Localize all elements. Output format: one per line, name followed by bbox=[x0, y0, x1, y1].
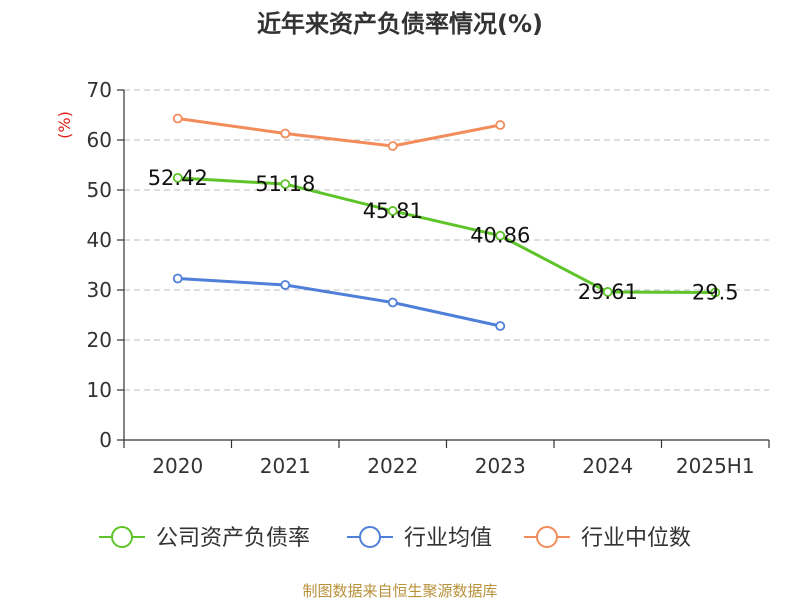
legend-marker-1 bbox=[359, 526, 381, 548]
y-tick-label-20: 20 bbox=[87, 328, 112, 352]
legend-marker-0 bbox=[111, 526, 133, 548]
y-tick-label-0: 0 bbox=[99, 428, 112, 452]
legend-label-2: 行业中位数 bbox=[581, 526, 691, 551]
data-label-2023: 40.86 bbox=[470, 224, 530, 248]
legend: 公司资产负债率 行业均值 行业中位数 bbox=[99, 526, 691, 551]
legend-label-1: 行业均值 bbox=[404, 526, 492, 551]
data-point-0-2022 bbox=[387, 206, 398, 216]
x-tick-label-2023: 2023 bbox=[475, 454, 526, 478]
chart-title: 近年来资产负债率情况(%) bbox=[257, 10, 543, 38]
legend-label-0: 公司资产负债率 bbox=[156, 526, 310, 551]
y-tick-label-60: 60 bbox=[87, 128, 112, 152]
y-tick-label-30: 30 bbox=[87, 278, 112, 302]
data-label-2020: 52.42 bbox=[148, 166, 208, 190]
data-point-0-2024 bbox=[602, 287, 613, 297]
y-tick-label-10: 10 bbox=[87, 378, 112, 402]
series-0 bbox=[172, 172, 721, 298]
series-lines bbox=[172, 113, 721, 331]
data-point-1-2020 bbox=[172, 273, 183, 284]
series-2 bbox=[172, 113, 506, 151]
x-tick-label-2024: 2024 bbox=[582, 454, 633, 478]
y-tick-label-40: 40 bbox=[87, 228, 112, 252]
source-note: 制图数据来自恒生聚源数据库 bbox=[302, 582, 497, 600]
data-labels: 52.42 51.18 45.81 40.86 29.61 29.5 bbox=[148, 166, 739, 305]
gridlines bbox=[124, 89, 769, 391]
x-tick-label-2021: 2021 bbox=[260, 454, 311, 478]
data-point-1-2022 bbox=[387, 297, 398, 308]
data-point-0-2023 bbox=[495, 230, 506, 241]
legend-marker-2 bbox=[536, 526, 558, 548]
data-point-0-2021 bbox=[280, 179, 291, 190]
x-tick-label-2022: 2022 bbox=[367, 454, 418, 478]
data-point-1-2023 bbox=[495, 321, 506, 331]
y-axis-unit-label: (%) bbox=[55, 111, 74, 139]
data-point-2-2022 bbox=[387, 141, 398, 151]
data-label-2024: 29.61 bbox=[578, 280, 638, 304]
x-tick-label-2020: 2020 bbox=[152, 454, 203, 478]
data-point-2-2021 bbox=[280, 128, 291, 139]
data-point-1-2021 bbox=[280, 280, 291, 290]
legend-item-0: 公司资产负债率 bbox=[99, 526, 310, 551]
axes: 0 10 20 30 40 50 60 70 2020 2021 2022 2023 2024 2025H… bbox=[87, 78, 770, 478]
y-tick-label-50: 50 bbox=[87, 178, 112, 202]
data-point-2-2023 bbox=[495, 120, 506, 130]
y-tick-label-70: 70 bbox=[87, 78, 112, 102]
data-label-2022: 45.81 bbox=[363, 199, 423, 223]
legend-item-1: 行业均值 bbox=[347, 526, 492, 551]
data-label-2025H1: 29.5 bbox=[692, 281, 739, 305]
legend-item-2: 行业中位数 bbox=[524, 526, 691, 551]
series-line-2 bbox=[177, 117, 501, 148]
series-line-1 bbox=[177, 277, 501, 328]
data-point-0-2020 bbox=[172, 172, 183, 183]
series-line-0 bbox=[177, 176, 716, 294]
data-point-2-2020 bbox=[172, 113, 183, 124]
series-1 bbox=[172, 273, 506, 331]
x-tick-label-2025H1: 2025H1 bbox=[676, 454, 755, 478]
data-point-0-2025H1 bbox=[710, 287, 721, 298]
data-label-2021: 51.18 bbox=[255, 172, 315, 196]
